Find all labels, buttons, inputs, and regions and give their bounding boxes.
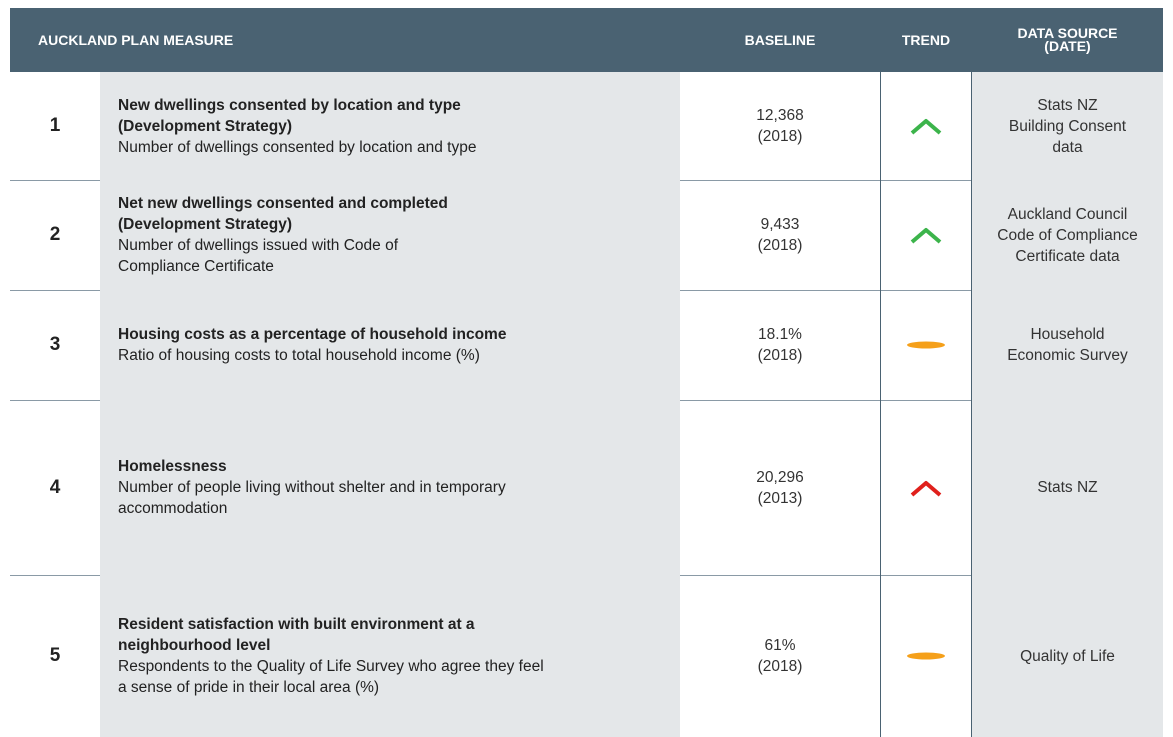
header-source-line: DATA SOURCE	[1017, 25, 1118, 41]
trend-icon	[909, 116, 943, 136]
measure-title: (Development Strategy)	[118, 216, 292, 233]
trend-shape	[910, 228, 942, 244]
baseline-line: (2018)	[757, 658, 803, 675]
measure-description: Compliance Certificate	[118, 258, 274, 275]
trend-cell	[880, 575, 972, 737]
measure-description: Number of people living without shelter …	[118, 479, 506, 496]
column-divider	[880, 72, 881, 737]
header-source: DATA SOURCE (DATE)	[972, 8, 1163, 72]
header-measure: AUCKLAND PLAN MEASURE	[38, 32, 234, 48]
trend-cell	[880, 290, 972, 400]
baseline-line: 9,433	[760, 216, 800, 233]
measure-description: a sense of pride in their local area (%)	[118, 679, 380, 696]
header-bar	[10, 8, 1163, 72]
column-divider	[971, 72, 972, 737]
measure-cell: New dwellings consented by location and …	[100, 72, 680, 180]
source-line: Code of Compliance	[997, 226, 1138, 244]
source-line: Stats NZ	[1037, 96, 1098, 114]
baseline-cell: 12,368 (2018)	[680, 72, 880, 180]
trend-cell	[880, 400, 972, 575]
baseline-line: (2018)	[757, 237, 803, 254]
measure-cell: Homelessness Number of people living with…	[100, 400, 680, 575]
source-line: Stats NZ	[1037, 479, 1098, 496]
source-cell: Quality of Life	[972, 575, 1163, 737]
measure-description: Ratio of housing costs to total househol…	[118, 347, 480, 364]
source-line: Economic Survey	[1007, 347, 1128, 364]
source-line: Quality of Life	[1020, 647, 1115, 665]
measure-description: Respondents to the Quality of Life Surve…	[118, 658, 544, 675]
source-line: Household	[1030, 326, 1105, 343]
measure-description: Number of dwellings issued with Code of	[118, 237, 398, 254]
baseline-cell: 20,296 (2013)	[680, 400, 880, 575]
trend-icon	[906, 338, 946, 352]
measure-title: Resident satisfaction with built environ…	[118, 616, 475, 633]
source-cell: Household Economic Survey	[972, 290, 1163, 400]
source-line: Certificate data	[1015, 247, 1120, 265]
trend-icon	[909, 478, 943, 498]
trend-shape	[910, 119, 942, 135]
row-number: 3	[49, 334, 61, 355]
measure-cell: Net new dwellings consented and complete…	[100, 180, 680, 290]
baseline-line: 12,368	[756, 107, 804, 124]
source-line: Auckland Council	[1007, 205, 1128, 223]
baseline-line: (2018)	[757, 128, 803, 145]
baseline-cell: 18.1% (2018)	[680, 290, 880, 400]
trend-shape	[907, 341, 945, 349]
baseline-line: (2013)	[757, 489, 803, 507]
trend-icon	[906, 649, 946, 663]
baseline-line: (2018)	[757, 347, 803, 364]
source-line: data	[1052, 138, 1083, 156]
baseline-line: 20,296	[756, 468, 804, 486]
measure-cell: Housing costs as a percentage of househo…	[100, 290, 680, 400]
trend-shape	[910, 480, 942, 497]
row-number: 2	[49, 224, 61, 245]
source-cell: Stats NZ Building Consent data	[972, 72, 1163, 180]
source-cell: Auckland Council Code of Compliance Certif…	[972, 180, 1163, 290]
header-source-line: (DATE)	[1044, 38, 1091, 54]
measure-title: neighbourhood level	[118, 637, 271, 654]
measure-title: (Development Strategy)	[118, 117, 292, 135]
baseline-cell: 61% (2018)	[680, 575, 880, 737]
trend-cell	[880, 72, 972, 180]
trend-shape	[910, 119, 942, 135]
trend-cell	[880, 180, 972, 290]
trend-shape	[907, 652, 945, 660]
trend-shape	[910, 228, 942, 244]
row-number: 5	[49, 645, 61, 666]
baseline-line: 61%	[764, 637, 796, 654]
measure-title: Net new dwellings consented and complete…	[118, 195, 448, 212]
measure-title: Housing costs as a percentage of househo…	[118, 326, 507, 343]
header-baseline: BASELINE	[744, 32, 816, 48]
measure-title: Homelessness	[118, 458, 227, 475]
header-trend: TREND	[901, 32, 951, 48]
trend-shape	[907, 341, 945, 349]
measure-cell: Resident satisfaction with built environ…	[100, 575, 680, 737]
trend-shape	[907, 652, 945, 660]
measure-description: Number of dwellings consented by locatio…	[118, 138, 477, 156]
trend-shape	[910, 480, 942, 497]
baseline-line: 18.1%	[758, 326, 802, 343]
row-number: 4	[49, 476, 61, 498]
trend-icon	[909, 225, 943, 245]
measure-description: accommodation	[118, 500, 228, 517]
source-cell: Stats NZ	[972, 400, 1163, 575]
source-line: Building Consent	[1008, 117, 1127, 135]
measure-title: New dwellings consented by location and …	[118, 96, 461, 114]
row-number: 1	[49, 115, 61, 136]
baseline-cell: 9,433 (2018)	[680, 180, 880, 290]
